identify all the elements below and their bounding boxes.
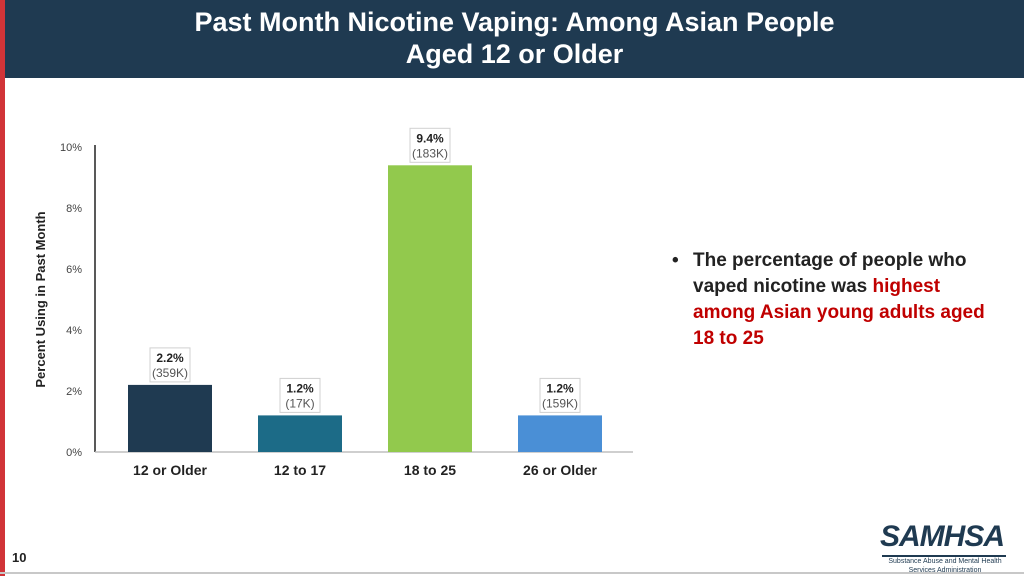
count-label: (359K) [152, 366, 188, 380]
count-label: (159K) [542, 396, 578, 410]
x-tick-label: 12 to 17 [274, 462, 326, 478]
y-tick-label: 2% [66, 386, 82, 398]
x-tick-label: 26 or Older [523, 462, 597, 478]
logo-subtitle-line1: Substance Abuse and Mental Health [888, 558, 1002, 565]
bullet-highlight: highest among Asian young adults aged 18… [693, 276, 985, 349]
bar [258, 415, 342, 452]
y-tick-label: 8% [66, 203, 82, 215]
data-label: 1.2% [286, 381, 314, 395]
bar [128, 384, 212, 452]
y-tick-label: 10% [60, 142, 82, 154]
data-label-box [279, 377, 321, 413]
count-label: (183K) [412, 146, 448, 160]
x-tick-label: 12 or Older [133, 462, 207, 478]
data-label: 2.2% [156, 351, 184, 365]
bar-chart: 0% 2% 4% 6% 8% 10% Percent Using in Past Month… [33, 127, 633, 478]
bar [518, 415, 602, 452]
page-title-line1: Past Month Nicotine Vaping: Among Asian … [194, 7, 835, 37]
data-label: 9.4% [416, 131, 444, 145]
footer-divider [0, 572, 1024, 574]
bullet-dot-icon: • [672, 250, 679, 271]
y-axis-title: Percent Using in Past Month [33, 211, 48, 387]
y-tick-label: 6% [66, 264, 82, 276]
page-number: 10 [12, 550, 27, 565]
count-label: (17K) [285, 396, 314, 410]
bullet-text: The percentage of people who vaped nicot… [693, 250, 967, 297]
bar [388, 165, 472, 453]
data-label-box [149, 347, 191, 383]
logo-subtitle-line2: Services Administration [908, 567, 982, 574]
accent-bar [0, 0, 5, 576]
page-title-line2: Aged 12 or Older [405, 39, 624, 69]
x-tick-label: 18 to 25 [404, 462, 456, 478]
data-label: 1.2% [546, 381, 574, 395]
y-tick-label: 4% [66, 325, 82, 337]
data-label-box [539, 377, 581, 413]
data-label-box [409, 127, 451, 163]
title-banner: Past Month Nicotine Vaping: Among Asian … [5, 0, 1024, 78]
logo-rule [882, 555, 1006, 557]
logo-wordmark: SAMHSA [880, 520, 1005, 553]
y-tick-label: 0% [66, 447, 82, 459]
